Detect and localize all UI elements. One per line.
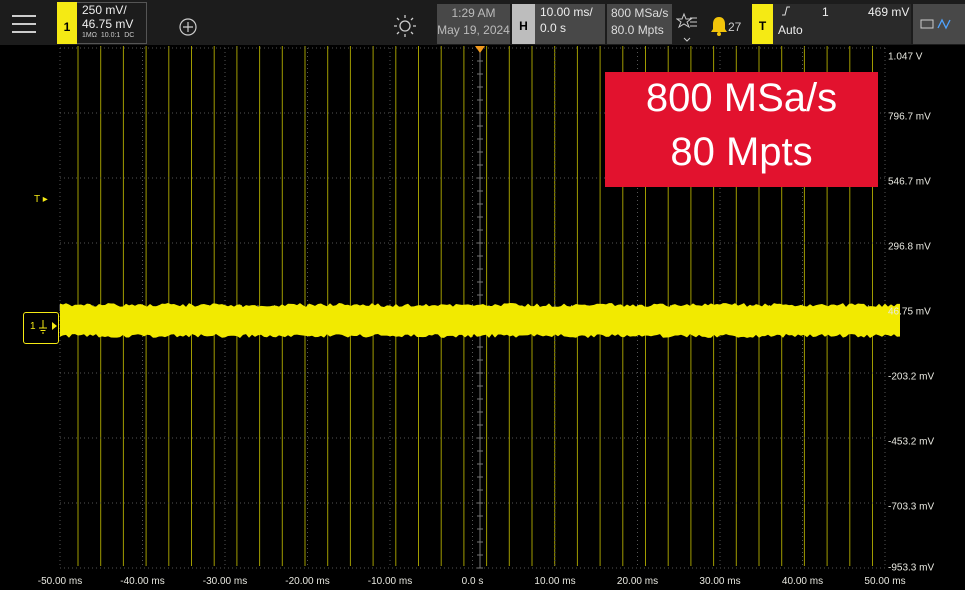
- x-axis-label: -40.00 ms: [120, 576, 164, 587]
- x-axis-label: -20.00 ms: [285, 576, 329, 587]
- ground-symbol: [38, 318, 58, 338]
- channel-settings: 1MΩ 10.0:1 DC: [82, 32, 134, 39]
- brightness-icon[interactable]: [393, 14, 417, 38]
- y-axis-label: 796.7 mV: [888, 112, 931, 123]
- x-axis-label: 30.00 ms: [699, 576, 740, 587]
- memory-depth: 80.0 Mpts: [611, 23, 664, 37]
- channel-scale: 250 mV/: [82, 3, 127, 17]
- trigger-level-marker: T ▸: [34, 194, 48, 205]
- channel-marker-label: 1: [30, 321, 36, 332]
- trigger-badge[interactable]: T: [752, 4, 773, 44]
- x-axis-label: 20.00 ms: [617, 576, 658, 587]
- menu-icon[interactable]: [12, 14, 38, 34]
- trigger-mode: Auto: [778, 23, 803, 37]
- y-axis-label: 546.7 mV: [888, 177, 931, 188]
- trigger-marker-label: T: [34, 194, 40, 205]
- channel-badge: 1: [57, 2, 77, 44]
- notification-bell[interactable]: [710, 16, 728, 36]
- trigger-position-marker: [475, 46, 485, 53]
- x-axis-label: -30.00 ms: [203, 576, 247, 587]
- annotation-line: 80 Mpts: [605, 130, 878, 175]
- x-axis-label: 40.00 ms: [782, 576, 823, 587]
- trigger-level: 469 mV: [868, 5, 909, 19]
- notification-count: 27: [728, 20, 741, 34]
- add-button[interactable]: [178, 17, 198, 37]
- y-axis-label: 46.75 mV: [888, 307, 931, 318]
- x-axis-label: 0.0 s: [462, 576, 484, 587]
- x-axis-label: -10.00 ms: [368, 576, 412, 587]
- x-axis-label: 50.00 ms: [864, 576, 905, 587]
- y-axis-label: -203.2 mV: [888, 372, 934, 383]
- clock-time: 1:29 AM: [437, 6, 510, 20]
- x-axis-label: 10.00 ms: [534, 576, 575, 587]
- sample-rate: 800 MSa/s: [611, 6, 668, 20]
- y-axis-label: 296.8 mV: [888, 242, 931, 253]
- y-axis-label: -703.3 mV: [888, 502, 934, 513]
- channel-offset: 46.75 mV: [82, 17, 133, 31]
- filter-icon[interactable]: [676, 12, 698, 46]
- horizontal-scale: 10.00 ms/: [540, 5, 593, 19]
- y-axis-label: -953.3 mV: [888, 563, 934, 574]
- horizontal-delay: 0.0 s: [540, 21, 566, 35]
- annotation-line: 800 MSa/s: [605, 76, 878, 121]
- clock-date: May 19, 2024: [437, 23, 510, 37]
- trigger-edge-icon: [781, 5, 791, 17]
- trigger-source: 1: [822, 5, 829, 19]
- signal-trace: [60, 303, 900, 338]
- horizontal-badge[interactable]: H: [512, 4, 535, 44]
- scope-screen: 1 250 mV/ 46.75 mV 1MΩ 10.0:1 DC 1:29 AM…: [0, 0, 965, 590]
- y-axis-label: 1.047 V: [888, 52, 922, 63]
- x-axis-label: -50.00 ms: [38, 576, 82, 587]
- mode-icon: [920, 16, 960, 34]
- y-axis-label: -453.2 mV: [888, 437, 934, 448]
